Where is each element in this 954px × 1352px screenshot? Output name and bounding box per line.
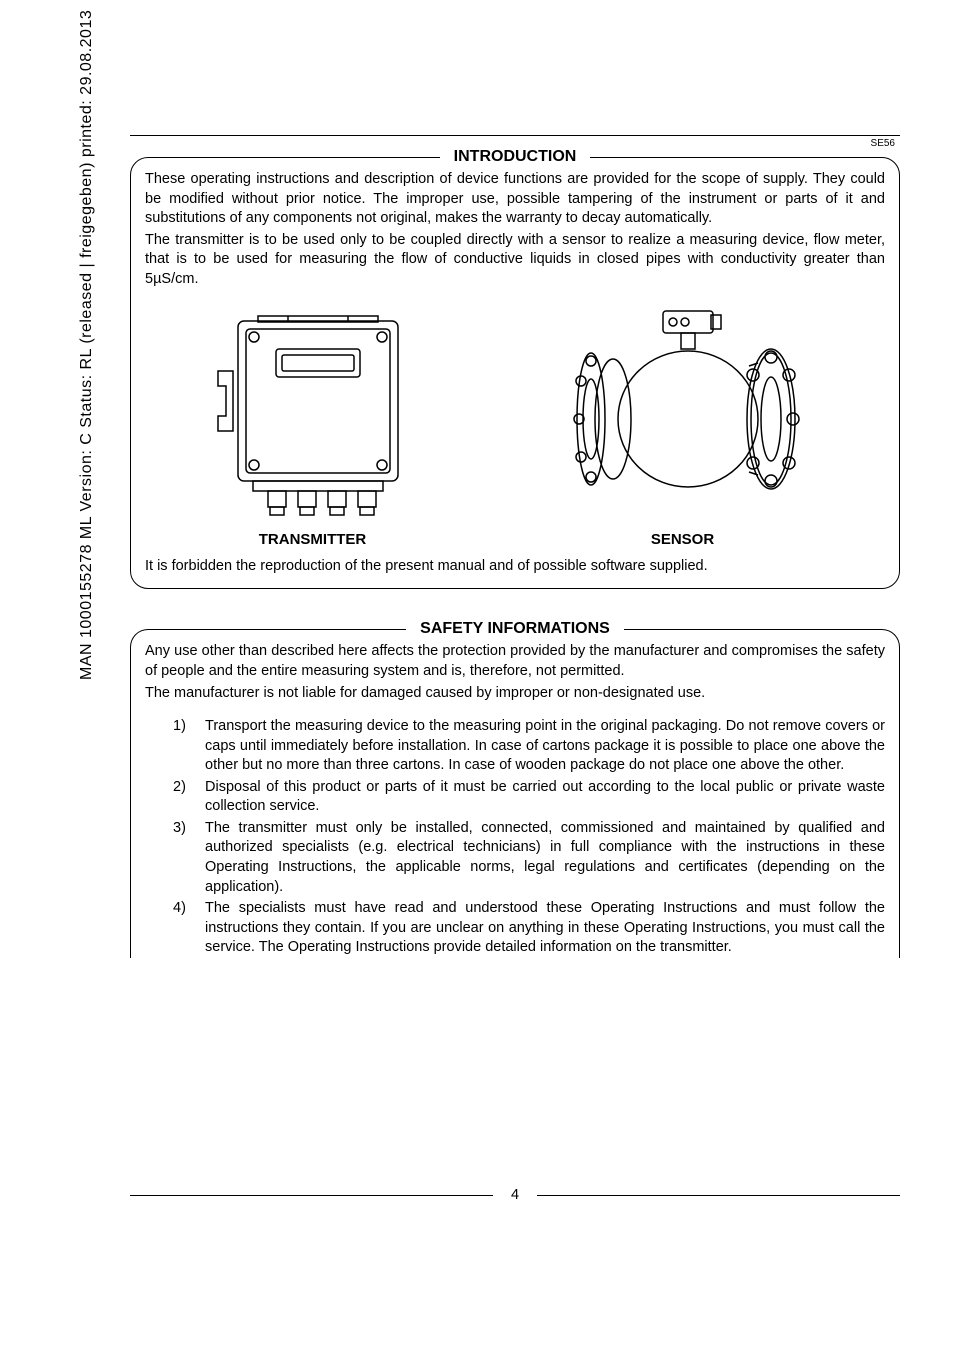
page-footer: 4 — [130, 1187, 900, 1203]
safety-title: SAFETY INFORMATIONS — [406, 620, 624, 638]
introduction-section: INTRODUCTION These operating instruction… — [130, 157, 900, 589]
introduction-body: These operating instructions and descrip… — [145, 170, 885, 289]
page-number: 4 — [493, 1187, 537, 1203]
figures-row: TRANSMITTER — [145, 301, 885, 548]
transmitter-label: TRANSMITTER — [259, 531, 367, 548]
footer-rule-right — [537, 1195, 900, 1196]
safety-item: Disposal of this product or parts of it … — [173, 778, 885, 817]
sidebar-metadata: MAN 1000155278 ML Version: C Status: RL … — [78, 10, 96, 680]
sensor-icon — [533, 301, 833, 521]
sensor-figure: SENSOR — [533, 301, 833, 548]
safety-section: SAFETY INFORMATIONS Any use other than d… — [130, 629, 900, 957]
safety-list: Transport the measuring device to the me… — [173, 717, 885, 958]
intro-paragraph-1: These operating instructions and descrip… — [145, 170, 885, 229]
safety-paragraph-1: Any use other than described here affect… — [145, 642, 885, 681]
introduction-title: INTRODUCTION — [440, 148, 591, 166]
safety-item: Transport the measuring device to the me… — [173, 717, 885, 776]
intro-paragraph-2: The transmitter is to be used only to be… — [145, 231, 885, 290]
footer-rule-left — [130, 1195, 493, 1196]
sensor-label: SENSOR — [651, 531, 714, 548]
transmitter-icon — [198, 301, 428, 521]
page-content: SE56 INTRODUCTION These operating instru… — [130, 135, 900, 998]
intro-after-figure-text: It is forbidden the reproduction of the … — [145, 558, 885, 574]
safety-paragraph-2: The manufacturer is not liable for damag… — [145, 684, 885, 704]
transmitter-figure: TRANSMITTER — [198, 301, 428, 548]
header-rule — [130, 135, 900, 136]
safety-body: Any use other than described here affect… — [145, 642, 885, 703]
safety-item: The transmitter must only be installed, … — [173, 819, 885, 897]
safety-item: The specialists must have read and under… — [173, 899, 885, 958]
